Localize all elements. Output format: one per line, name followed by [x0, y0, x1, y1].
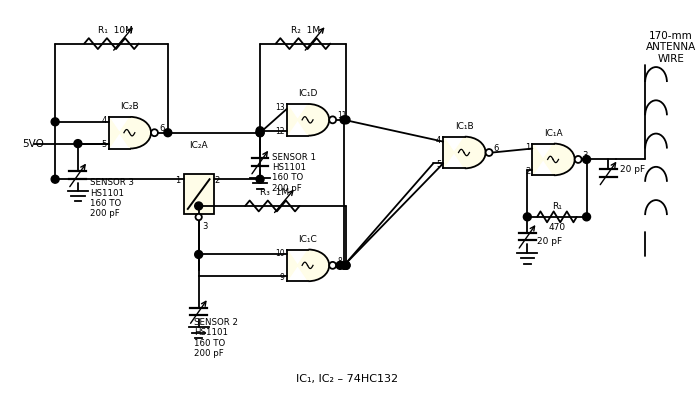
Text: SENSOR 2
HS1101
160 TO
200 pF: SENSOR 2 HS1101 160 TO 200 pF: [194, 318, 238, 358]
Circle shape: [164, 129, 172, 137]
Text: R₁: R₁: [552, 202, 562, 211]
Text: IC₁A: IC₁A: [544, 128, 562, 138]
Text: 12: 12: [275, 127, 285, 136]
Text: 20 pF: 20 pF: [537, 237, 562, 246]
Text: IC₂A: IC₂A: [190, 141, 208, 149]
Text: SENSOR 1
HS1101
160 TO
200 pF: SENSOR 1 HS1101 160 TO 200 pF: [272, 152, 316, 193]
Polygon shape: [287, 104, 329, 136]
Text: 20 pF: 20 pF: [620, 165, 645, 174]
Circle shape: [256, 175, 264, 183]
Text: IC₁, IC₂ – 74HC132: IC₁, IC₂ – 74HC132: [296, 374, 398, 384]
Circle shape: [256, 127, 264, 135]
Circle shape: [486, 149, 493, 156]
Text: SENSOR 3
HS1101
160 TO
200 pF: SENSOR 3 HS1101 160 TO 200 pF: [90, 178, 134, 219]
Circle shape: [336, 261, 344, 269]
Circle shape: [342, 116, 350, 124]
Circle shape: [342, 261, 350, 269]
FancyBboxPatch shape: [184, 174, 213, 214]
Text: 4: 4: [102, 116, 106, 125]
Text: 3: 3: [582, 151, 588, 160]
Circle shape: [524, 213, 531, 221]
Text: IC₁B: IC₁B: [455, 122, 473, 131]
Text: 5VO: 5VO: [22, 139, 44, 149]
Text: 5: 5: [102, 140, 106, 149]
Circle shape: [582, 156, 591, 163]
Circle shape: [329, 262, 336, 269]
Text: 8: 8: [337, 257, 342, 266]
Circle shape: [195, 250, 202, 259]
Text: 9: 9: [280, 273, 285, 282]
Text: 5: 5: [436, 160, 441, 169]
Text: 170-mm
ANTENNA
WIRE: 170-mm ANTENNA WIRE: [645, 31, 696, 64]
Circle shape: [582, 213, 591, 221]
Polygon shape: [532, 143, 575, 175]
Circle shape: [342, 261, 350, 269]
Text: R₃  1M: R₃ 1M: [260, 188, 290, 197]
Text: 4: 4: [436, 136, 441, 145]
Circle shape: [195, 214, 202, 220]
Text: 1: 1: [174, 176, 180, 185]
Circle shape: [195, 202, 202, 210]
Text: 6: 6: [159, 124, 164, 133]
Circle shape: [151, 129, 158, 136]
Circle shape: [51, 175, 59, 183]
Circle shape: [74, 140, 82, 147]
Text: R₁  10M: R₁ 10M: [97, 26, 132, 35]
Circle shape: [329, 116, 336, 123]
Text: 6: 6: [494, 144, 499, 153]
Circle shape: [340, 116, 348, 124]
Polygon shape: [443, 137, 486, 168]
Text: 3: 3: [202, 222, 208, 231]
Circle shape: [575, 156, 582, 163]
Text: 13: 13: [275, 103, 285, 112]
Circle shape: [256, 129, 264, 137]
Text: IC₁C: IC₁C: [298, 235, 317, 244]
Text: 11: 11: [337, 112, 346, 120]
Text: IC₁D: IC₁D: [298, 89, 317, 98]
Text: R₂  1M: R₂ 1M: [291, 26, 321, 35]
Polygon shape: [108, 117, 151, 149]
Circle shape: [340, 261, 348, 269]
Polygon shape: [287, 250, 329, 281]
Text: 1: 1: [525, 143, 531, 152]
Text: 470: 470: [548, 223, 566, 232]
Text: 10: 10: [275, 249, 285, 258]
Circle shape: [51, 118, 59, 126]
Circle shape: [256, 129, 264, 137]
Text: 2: 2: [525, 167, 531, 176]
Text: 2: 2: [214, 176, 220, 185]
Text: IC₂B: IC₂B: [120, 102, 139, 111]
